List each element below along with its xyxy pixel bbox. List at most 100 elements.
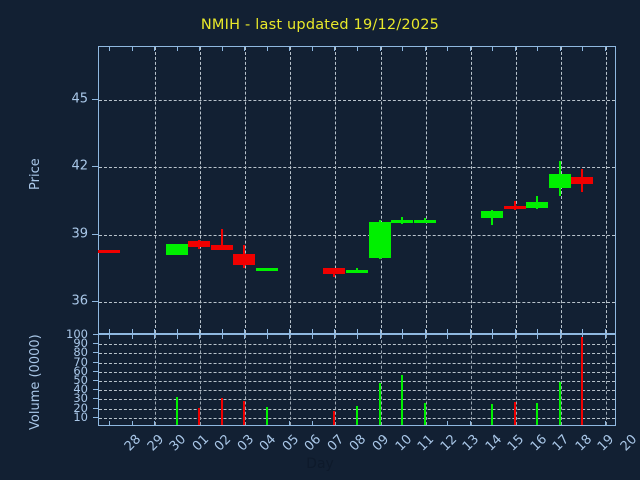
- price-xtick: [447, 329, 449, 334]
- price-vgridline: [290, 47, 292, 333]
- price-xtick: [402, 46, 404, 51]
- price-tick-mark: [92, 98, 98, 100]
- volume-tick-label-30: 30: [73, 391, 88, 406]
- price-xtick: [537, 46, 539, 51]
- x-tick-label-29: 29: [144, 432, 167, 455]
- volume-tick-mark: [93, 407, 98, 409]
- volume-vgridline: [560, 335, 562, 425]
- price-xtick: [131, 46, 133, 51]
- price-xtick: [176, 46, 178, 51]
- price-xtick: [311, 46, 313, 51]
- volume-xtick: [244, 334, 246, 339]
- price-xtick: [154, 329, 156, 334]
- x-tick-label-28: 28: [122, 432, 145, 455]
- volume-vgridline: [425, 335, 427, 425]
- volume-xtick: [447, 421, 449, 426]
- price-xtick: [176, 329, 178, 334]
- price-xtick: [266, 46, 268, 51]
- price-xtick: [244, 329, 246, 334]
- price-vgridline: [335, 47, 337, 333]
- price-tick-label-42: 42: [71, 158, 88, 174]
- price-xtick: [514, 329, 516, 334]
- price-xtick: [244, 46, 246, 51]
- price-vgridline: [515, 47, 517, 333]
- price-xtick: [469, 329, 471, 334]
- candle-body-16: [503, 205, 526, 209]
- volume-tick-mark: [93, 370, 98, 372]
- candle-body-19: [571, 176, 594, 185]
- x-tick-label-13: 13: [459, 432, 483, 455]
- x-tick-label-01: 01: [189, 432, 212, 455]
- volume-xtick: [334, 334, 336, 339]
- price-xtick: [424, 329, 426, 334]
- price-xtick: [582, 329, 584, 334]
- volume-vgridline: [470, 335, 472, 425]
- volume-bar-05: [265, 406, 268, 425]
- volume-xtick: [447, 334, 449, 339]
- candle-body-11: [391, 220, 414, 224]
- price-gridline: [99, 167, 615, 169]
- volume-xtick: [514, 334, 516, 339]
- volume-tick-mark: [93, 343, 98, 345]
- x-axis-title: Day: [306, 456, 334, 472]
- x-tick-label-18: 18: [572, 432, 595, 455]
- volume-tick-label-80: 80: [73, 345, 88, 360]
- volume-gridline: [99, 381, 615, 382]
- x-tick-label-11: 11: [414, 432, 438, 455]
- volume-tick-label-100: 100: [66, 327, 88, 341]
- volume-bar-08: [333, 411, 336, 425]
- candle-body-17: [526, 202, 549, 208]
- volume-xtick: [289, 421, 291, 426]
- volume-xtick: [154, 421, 156, 426]
- volume-xtick: [131, 421, 133, 426]
- x-tick-label-09: 09: [369, 432, 393, 455]
- candle-body-28: [98, 249, 121, 253]
- price-xtick: [311, 329, 313, 334]
- candle-body-09: [346, 269, 368, 273]
- price-xtick: [334, 46, 336, 51]
- volume-gridline: [99, 399, 615, 401]
- price-axis-title: Price: [28, 158, 43, 190]
- volume-xtick: [266, 334, 268, 339]
- price-xtick: [199, 46, 201, 51]
- volume-tick-label-50: 50: [73, 373, 88, 387]
- volume-vgridline: [155, 335, 157, 425]
- x-tick-label-10: 10: [392, 432, 415, 455]
- volume-bar-03: [220, 398, 223, 425]
- x-tick-label-19: 19: [595, 432, 618, 455]
- volume-bar-19: [581, 336, 584, 425]
- price-xtick: [582, 46, 584, 51]
- volume-tick-mark: [93, 380, 98, 381]
- price-xtick: [447, 46, 449, 51]
- volume-xtick: [176, 334, 178, 339]
- x-tick-label-08: 08: [347, 432, 370, 455]
- volume-bar-17: [536, 403, 539, 425]
- price-xtick: [604, 329, 606, 334]
- price-vgridline: [605, 47, 607, 333]
- volume-xtick: [424, 334, 426, 339]
- volume-xtick: [559, 334, 561, 339]
- candle-body-05: [255, 267, 278, 271]
- volume-vgridline: [245, 335, 247, 425]
- x-tick-label-30: 30: [167, 432, 190, 455]
- volume-bar-10: [378, 382, 381, 425]
- price-vgridline: [425, 47, 427, 333]
- volume-xtick: [402, 334, 404, 339]
- x-tick-label-07: 07: [324, 432, 348, 455]
- candle-body-01: [165, 244, 188, 256]
- volume-bar-09: [356, 405, 358, 425]
- volume-tick-label-90: 90: [73, 336, 88, 351]
- price-xtick: [514, 46, 516, 51]
- price-vgridline: [200, 47, 202, 333]
- price-vgridline: [380, 47, 382, 333]
- volume-xtick: [604, 334, 606, 339]
- candle-body-03: [210, 245, 233, 250]
- volume-tick-mark: [93, 361, 98, 363]
- volume-gridline: [99, 353, 615, 355]
- volume-tick-mark: [93, 416, 98, 418]
- volume-bar-15: [491, 403, 494, 425]
- volume-xtick: [199, 334, 201, 339]
- price-xtick: [357, 46, 358, 51]
- price-xtick: [424, 46, 426, 51]
